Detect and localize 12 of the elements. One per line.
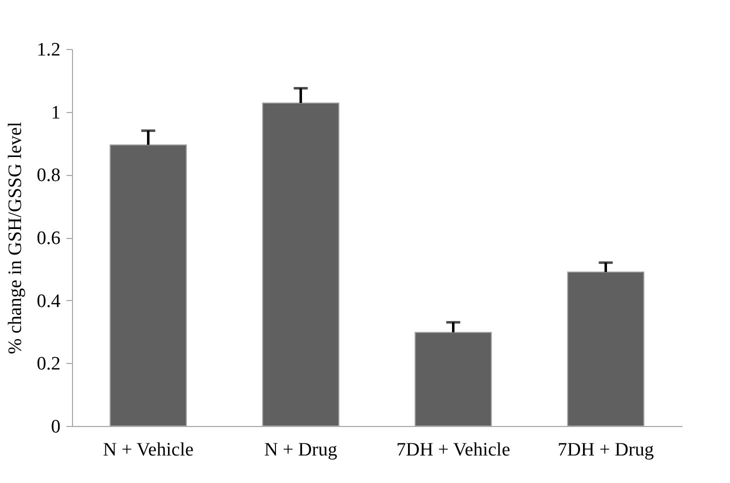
y-tick-label: 1: [51, 102, 60, 124]
y-tick-label: 0.4: [36, 290, 61, 312]
y-tick-label: 0.6: [36, 228, 60, 249]
y-tick-label: 0.8: [36, 165, 60, 186]
x-tick-label: 7DH + Drug: [558, 440, 654, 460]
y-axis-title: % change in GSH/GSSG level: [4, 122, 26, 354]
x-tick-label: N + Drug: [264, 440, 338, 460]
x-tick-label: 7DH + Vehicle: [396, 440, 510, 460]
y-tick-label: 0: [51, 416, 60, 438]
y-tick-label: 0.2: [36, 354, 60, 375]
y-tick-label: 1.2: [36, 40, 60, 60]
x-tick-label: N + Vehicle: [102, 440, 194, 460]
